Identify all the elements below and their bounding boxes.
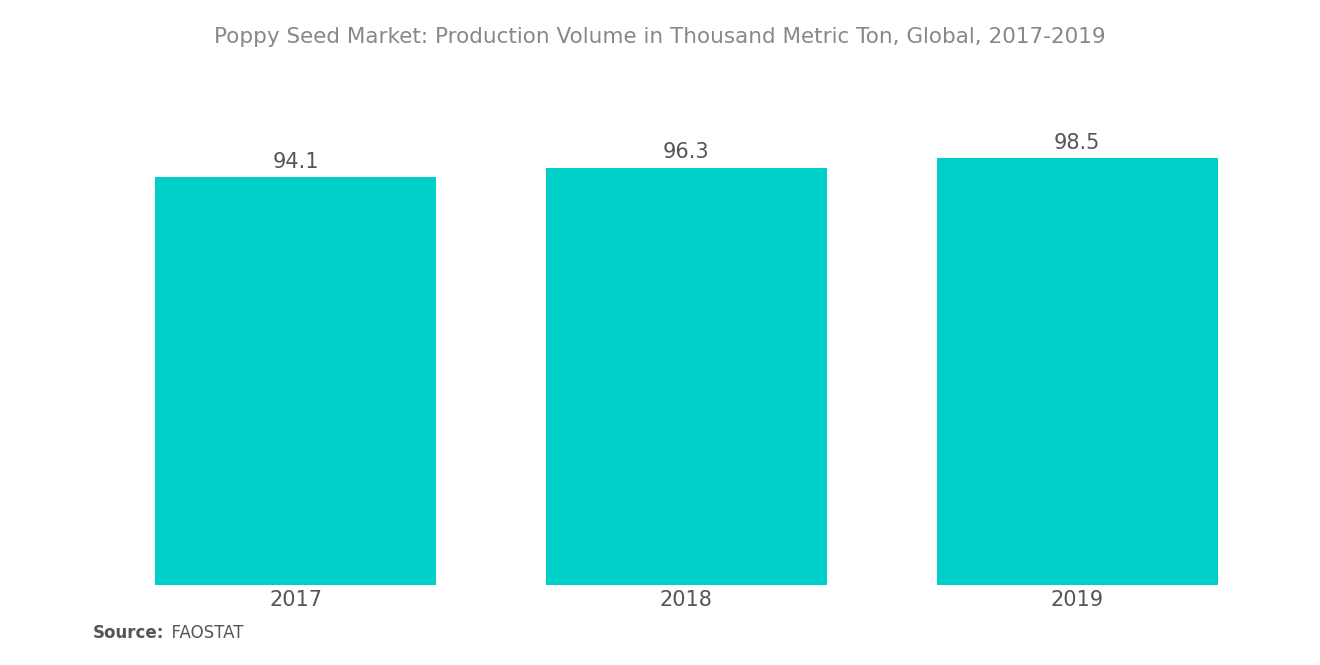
Text: 96.3: 96.3 (663, 142, 710, 162)
Bar (936, 158, 1218, 585)
Bar (154, 177, 437, 585)
Text: Source:: Source: (92, 624, 164, 642)
Text: 94.1: 94.1 (272, 152, 319, 172)
Bar (545, 168, 828, 585)
Text: 98.5: 98.5 (1053, 133, 1101, 153)
Text: Poppy Seed Market: Production Volume in Thousand Metric Ton, Global, 2017-2019: Poppy Seed Market: Production Volume in … (214, 27, 1106, 47)
Text: FAOSTAT: FAOSTAT (161, 624, 243, 642)
